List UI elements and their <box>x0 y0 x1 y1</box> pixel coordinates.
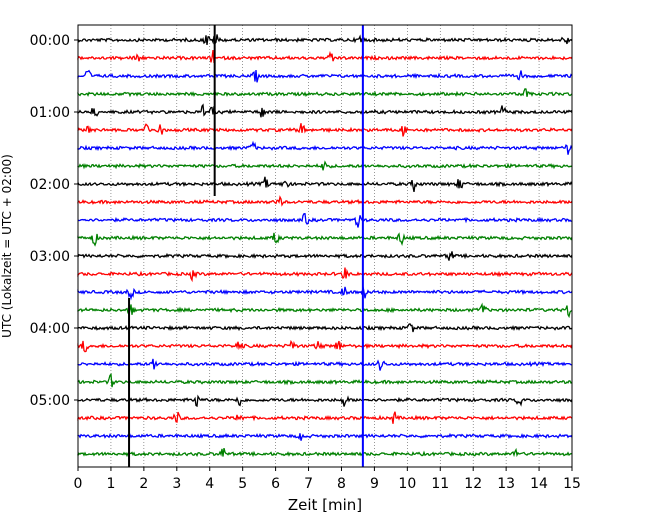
trace-0415 <box>77 339 573 353</box>
x-tick-label: 3 <box>172 476 181 492</box>
y-tick-label: 02:00 <box>30 177 70 193</box>
trace-0515 <box>77 411 573 424</box>
trace-0015 <box>77 50 573 64</box>
y-tick-label: 03:00 <box>30 249 70 265</box>
trace-0230 <box>77 212 573 228</box>
trace-0330 <box>77 286 573 301</box>
x-tick-label: 8 <box>337 476 346 492</box>
trace-0130 <box>77 140 573 155</box>
trace-0100 <box>77 103 573 118</box>
x-tick-label: 10 <box>398 476 416 492</box>
x-tick-label: 13 <box>497 476 515 492</box>
x-tick-label: 14 <box>530 476 548 492</box>
trace-0500 <box>77 394 573 408</box>
trace-0430 <box>77 358 573 371</box>
plot-frame <box>77 24 573 468</box>
y-tick-label: 04:00 <box>30 321 70 337</box>
trace-0145 <box>77 160 573 171</box>
x-tick-label: 4 <box>205 476 214 492</box>
trace-0200 <box>77 176 573 193</box>
y-tick-label: 00:00 <box>30 33 70 49</box>
x-tick-label: 15 <box>563 476 581 492</box>
trace-0545 <box>77 447 573 458</box>
x-tick-label: 12 <box>464 476 482 492</box>
x-tick-label: 9 <box>370 476 379 492</box>
trace-0115 <box>77 123 573 137</box>
trace-0245 <box>77 232 573 247</box>
trace-0345 <box>77 302 573 319</box>
x-tick-label: 11 <box>431 476 449 492</box>
trace-0030 <box>77 69 573 83</box>
trace-0000 <box>77 34 573 46</box>
trace-0045 <box>77 88 573 98</box>
x-tick-label: 1 <box>106 476 115 492</box>
vertical-markers <box>128 25 364 467</box>
trace-0215 <box>77 195 573 207</box>
y-tick-label: 01:00 <box>30 105 70 121</box>
x-tick-label: 5 <box>238 476 247 492</box>
seismic-traces <box>77 34 573 458</box>
trace-0400 <box>77 323 573 333</box>
x-tick-label: 7 <box>304 476 313 492</box>
y-axis-ticks: 00:00 01:00 02:00 03:00 04:00 05:00 <box>30 33 78 409</box>
x-tick-label: 2 <box>139 476 148 492</box>
x-tick-label: 6 <box>271 476 280 492</box>
trace-0445 <box>77 372 573 388</box>
x-axis-ticks: 0 1 2 3 4 5 6 7 8 9 10 11 12 13 14 15 <box>74 467 581 492</box>
trace-0315 <box>77 267 573 283</box>
y-axis-label: UTC (Lokalzeit = UTC + 02:00) <box>0 154 14 338</box>
y-tick-label: 05:00 <box>30 393 70 409</box>
trace-0300 <box>77 251 573 261</box>
trace-0530 <box>77 432 573 441</box>
x-tick-label: 0 <box>74 476 83 492</box>
x-axis-label: Zeit [min] <box>288 496 362 514</box>
